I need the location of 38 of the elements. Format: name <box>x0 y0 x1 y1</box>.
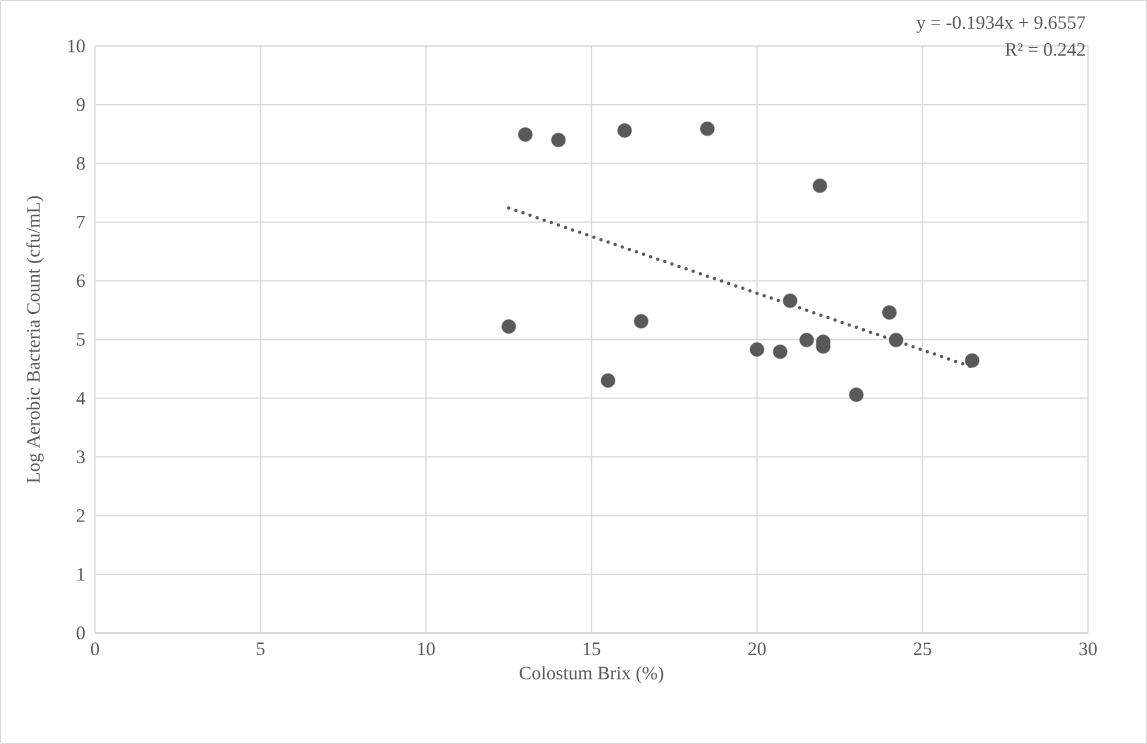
point <box>600 373 616 388</box>
point <box>772 344 788 360</box>
point <box>749 342 765 357</box>
point <box>812 178 828 193</box>
y-tick-label: 8 <box>76 157 85 170</box>
point <box>617 123 632 138</box>
point <box>888 332 904 348</box>
y-tick-label: 3 <box>76 450 85 464</box>
point <box>700 121 715 136</box>
y-tick-label: 10 <box>68 39 85 53</box>
point <box>799 332 814 348</box>
x-tick-label: 15 <box>583 642 601 656</box>
y-tick-label: 7 <box>77 215 85 229</box>
y-tick-label: 1 <box>77 568 85 581</box>
point <box>964 353 980 368</box>
annotation: R² = 0.242 <box>1005 43 1085 56</box>
y-axis-title: Log Aerobic Bacteria Count (cfu/mL) <box>26 196 44 483</box>
x-axis-title: Colostum Brix (%) <box>519 666 664 684</box>
text: y = -0.1934x + 9.6557 <box>916 16 1086 33</box>
point <box>849 387 864 402</box>
point <box>518 127 533 142</box>
x-tick-label: 10 <box>418 642 435 656</box>
point <box>551 132 566 148</box>
point <box>501 319 516 334</box>
y-tick-label: 4 <box>76 391 86 405</box>
x-tick-label: 5 <box>256 642 265 656</box>
y-tick-label: 0 <box>76 626 85 640</box>
y-tick-label: 9 <box>76 98 85 112</box>
x-tick-label: 0 <box>91 642 100 656</box>
y-tick-label: 5 <box>77 333 85 346</box>
point <box>882 305 897 320</box>
x-tick-label: 20 <box>748 642 766 656</box>
y-tick-label: 2 <box>76 509 85 522</box>
point <box>633 314 649 329</box>
x-tick-label: 30 <box>1079 642 1097 656</box>
x-tick-label: 25 <box>913 642 932 656</box>
y-tick-label: 6 <box>76 274 85 288</box>
point <box>782 293 798 308</box>
